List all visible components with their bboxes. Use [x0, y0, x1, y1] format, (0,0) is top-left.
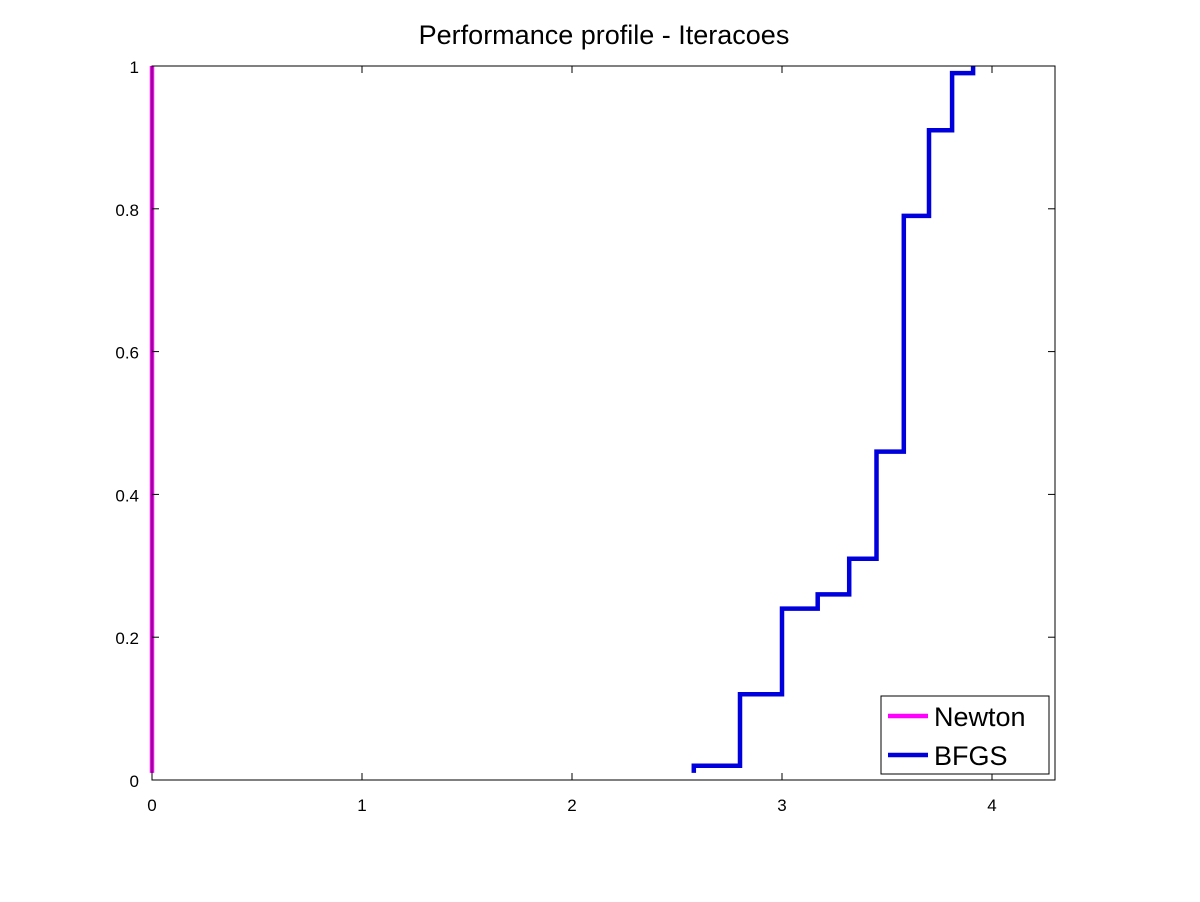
chart-title: Performance profile - Iteracoes	[419, 20, 790, 50]
plot-background	[152, 66, 1055, 780]
x-tick-label: 4	[987, 796, 996, 815]
y-tick-label: 0.2	[115, 629, 139, 648]
series-line-bfgs	[691, 66, 976, 773]
x-tick-label: 2	[567, 796, 576, 815]
y-tick-label: 0.6	[115, 344, 139, 363]
plot-area	[152, 66, 1055, 780]
legend-label-newton: Newton	[934, 702, 1026, 732]
y-tick-label: 0	[130, 772, 139, 791]
y-tick-label: 0.4	[115, 486, 139, 505]
axes-layer: 0 1 2 3 4 0 0.2 0.4 0.6 0.8 1	[115, 58, 1056, 815]
legend-box	[880, 695, 1050, 775]
x-tick-label: 3	[777, 796, 786, 815]
x-tick-label: 0	[147, 796, 156, 815]
legend: Newton BFGS	[880, 695, 1050, 775]
x-tick-label: 1	[357, 796, 366, 815]
y-tick-label: 0.8	[115, 201, 139, 220]
y-tick-label: 1	[130, 58, 139, 77]
legend-label-bfgs: BFGS	[934, 741, 1008, 771]
axes-box	[151, 65, 1056, 781]
